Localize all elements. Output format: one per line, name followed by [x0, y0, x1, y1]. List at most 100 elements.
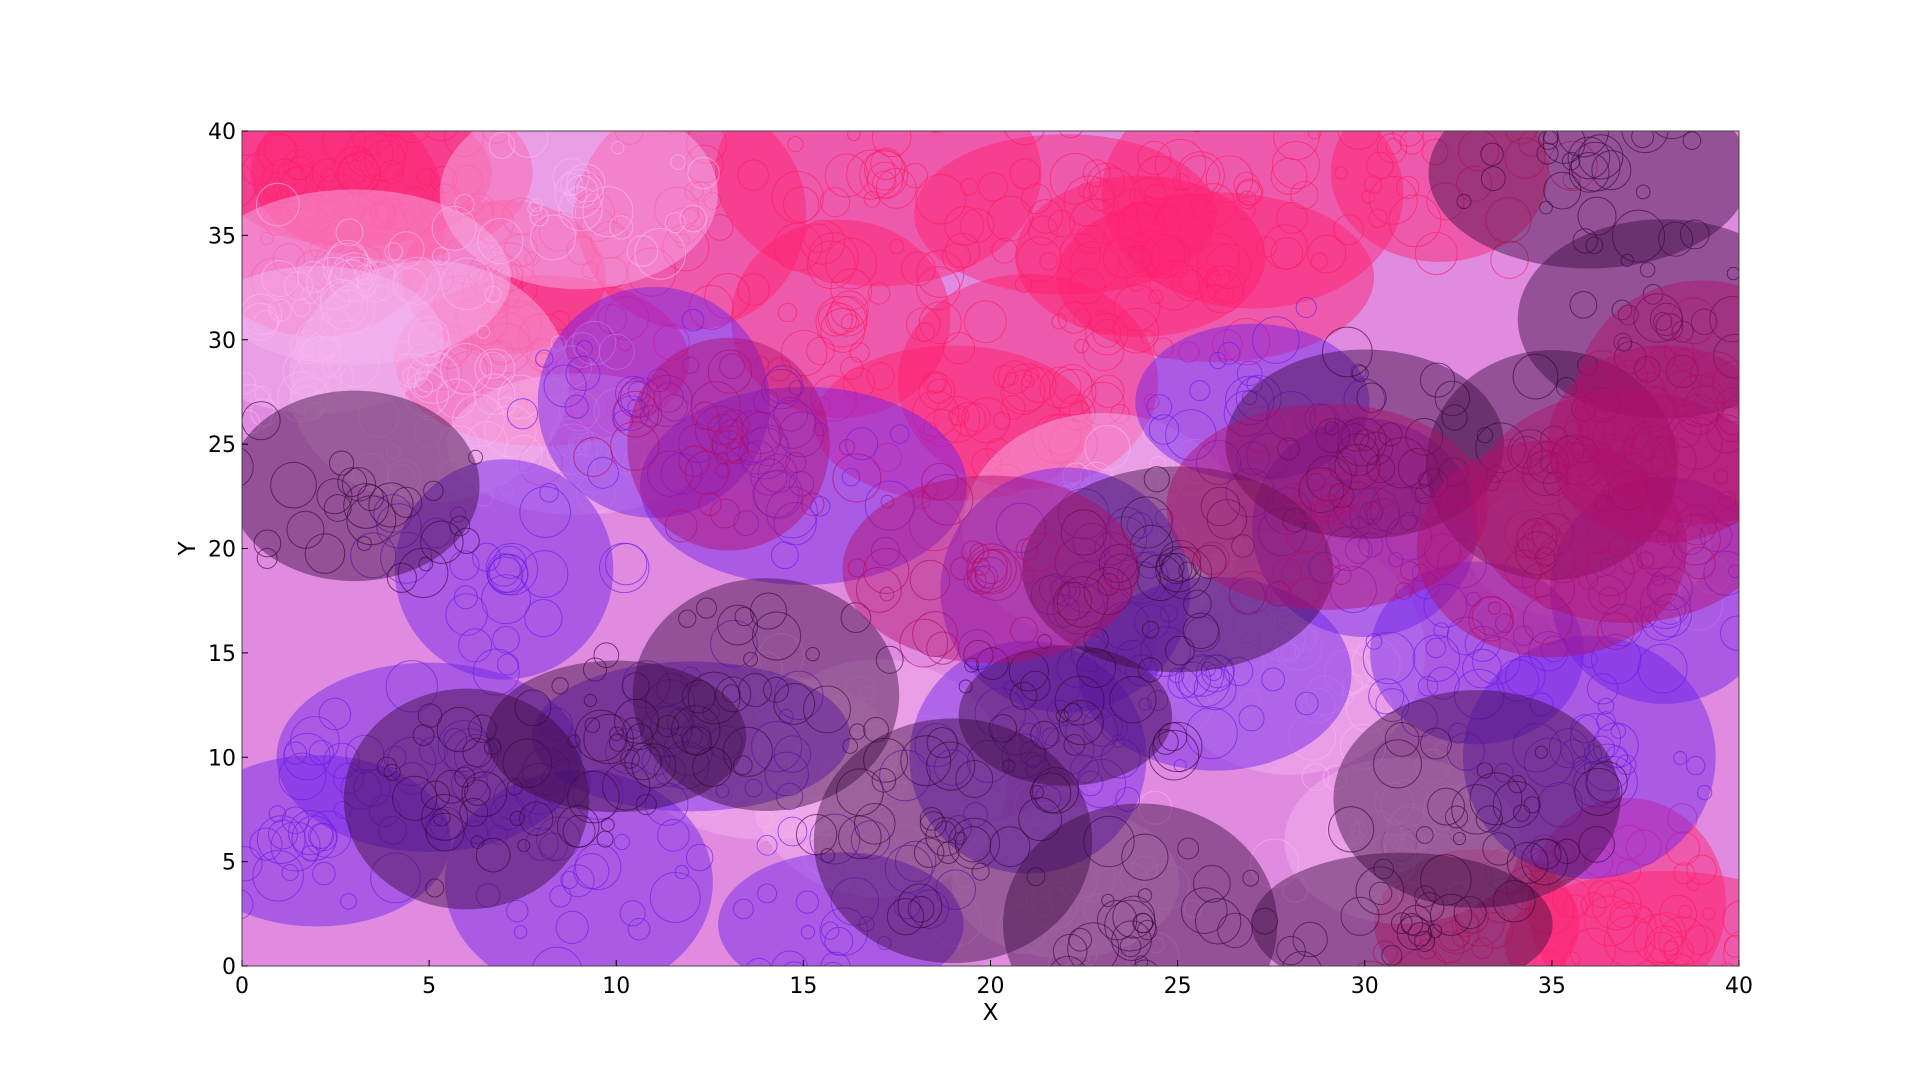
loop-pink_red-15-21: [283, 149, 314, 181]
loop-pink_red-2-25: [484, 254, 524, 295]
loop-pink_red-7-12: [1358, 80, 1405, 127]
loop-dark_purple-10-19: [1200, 486, 1241, 527]
loop-dark_purple-1-5: [425, 812, 465, 852]
loop-light_pink-2-16: [454, 194, 475, 215]
loop-dark_purple-2-9: [582, 657, 608, 682]
loop-light_pink-8-2: [500, 482, 514, 496]
loop-pink_red-0-22: [396, 131, 430, 144]
loop-dark_purple-13-2: [1384, 721, 1420, 757]
loop-blue_violet-7-9: [1591, 634, 1642, 685]
loop-magenta_dark-4-2: [847, 558, 867, 578]
loop-magenta_dark-4-17: [965, 543, 1017, 595]
loop-pink_red-5-7: [1028, 199, 1064, 234]
loop-pink_red-12-23: [1528, 850, 1559, 881]
loop-blue_violet-14-5: [1148, 414, 1180, 445]
loop-pink_red-3-3: [662, 224, 710, 272]
loop-light_pink-1-13: [333, 319, 363, 348]
loop-dark_purple-8-5: [1438, 457, 1469, 487]
loop-magenta_dark-4-16: [973, 549, 1009, 584]
loop-dark_purple-10-15: [1231, 534, 1255, 558]
loop-dark_purple-9-7: [1354, 429, 1377, 452]
loop-blue_violet-3-1: [644, 782, 689, 826]
loop-dark_purple-5-18: [1251, 907, 1279, 935]
loop-pink_red-1-23: [272, 243, 305, 276]
loop-light_pink-4-25: [803, 833, 845, 875]
loop-pink_red-17-22: [1179, 269, 1204, 294]
loop-dark_purple-4-16: [1121, 833, 1169, 881]
loop-blue_violet-10-0: [777, 816, 808, 847]
loop-blue_violet-10-10: [809, 813, 861, 865]
x-axis-label: X: [983, 1000, 999, 1026]
loop-pink_red-12-1: [1686, 854, 1717, 885]
loop-magenta_dark-3-19: [711, 430, 746, 465]
loop-pink_red-17-11: [1069, 240, 1120, 291]
loop-dark_purple-7-15: [1572, 228, 1598, 254]
loop-pink_red-9-0: [993, 364, 1017, 389]
loop-blue_violet-10-7: [820, 951, 851, 966]
loop-blue_violet-7-12: [1654, 593, 1687, 625]
loop-magenta_dark-2-11: [1670, 297, 1717, 345]
loop-light_pink-6-13: [1280, 643, 1300, 662]
loop-blue_violet-13-12: [458, 628, 493, 663]
loop-blue_violet-12-22: [564, 394, 589, 419]
loop-blue_violet-8-3: [1524, 737, 1574, 788]
loop-magenta_dark-5-7: [1521, 457, 1571, 506]
loop-magenta_dark-2-6: [1664, 336, 1695, 367]
loop-light_pink-6-7: [1293, 627, 1317, 652]
loop-blue_violet-15-16: [864, 480, 915, 531]
loop-dark_purple-13-4: [1512, 804, 1531, 822]
loop-blue_violet-13-6: [539, 483, 559, 503]
loop-pink_red-12-18: [1673, 862, 1696, 885]
loop-blue_violet-12-25: [639, 404, 663, 428]
loop-blue_violet-7-15: [1599, 558, 1617, 575]
loop-dark_purple-7-18: [1569, 290, 1598, 319]
loop-light_pink-1-21: [440, 257, 494, 311]
loop-pink_red-2-2: [491, 299, 542, 350]
loop-magenta_dark-5-23: [1443, 459, 1490, 506]
loop-dark_purple-11-14: [752, 611, 802, 661]
loop-pink_red-15-22: [275, 189, 290, 204]
loop-pink_red-11-11: [570, 388, 608, 427]
loop-magenta_dark-3-24: [694, 405, 744, 455]
loop-pink_red-7-9: [1391, 131, 1425, 147]
loop-pink_red-12-15: [1529, 834, 1561, 866]
loop-magenta_dark-2-1: [1612, 359, 1649, 396]
loop-blue_violet-10-2: [733, 898, 754, 920]
loop-blue_violet-11-8: [914, 723, 959, 768]
loop-light_pink-3-22: [414, 364, 443, 393]
loop-pink_red-1-11: [250, 257, 297, 304]
loop-light_pink-5-16: [1079, 461, 1114, 496]
loop-dark_purple-0-19: [397, 547, 449, 598]
point-blue_violet-8: [1462, 635, 1716, 879]
loop-light_pink-10-6: [1570, 528, 1612, 570]
series-magenta_dark: [573, 280, 1739, 668]
loop-pink_red-16-8: [908, 499, 961, 552]
loop-light_pink-2-1: [508, 131, 549, 158]
loop-dark_purple-6-14: [1631, 131, 1654, 149]
loop-dark_purple-10-6: [1120, 496, 1173, 549]
loop-blue_violet-13-20: [489, 553, 529, 593]
loop-pink_red-11-24: [430, 331, 469, 369]
point-blue_violet-11: [909, 640, 1147, 874]
point-pink_red-8: [731, 219, 951, 419]
loop-blue_violet-8-10: [1583, 743, 1632, 792]
loop-dark_purple-3-12: [989, 826, 1031, 868]
loop-dark_purple-0-12: [328, 450, 355, 476]
loop-pink_red-9-8: [1051, 363, 1093, 405]
loop-magenta_dark-6-5: [1296, 501, 1317, 522]
loop-magenta_dark-6-24: [1196, 541, 1230, 576]
loop-blue_violet-9-14: [1411, 563, 1430, 582]
loop-magenta_dark-4-18: [972, 557, 991, 576]
loop-dark_purple-2-6: [551, 677, 569, 695]
loop-pink_red-3-2: [688, 284, 734, 330]
loop-pink_red-10-14: [1199, 269, 1244, 314]
loop-magenta_dark-2-8: [1664, 370, 1701, 407]
loop-pink_red-17-4: [1088, 167, 1137, 215]
loop-light_pink-9-3: [1385, 806, 1434, 854]
loop-dark_purple-13-11: [1373, 739, 1423, 789]
point-blue_violet-10: [718, 852, 964, 966]
loop-pink_red-6-21: [1205, 155, 1254, 203]
loop-magenta_dark-4-19: [961, 540, 985, 564]
loop-blue_violet-15-14: [870, 536, 900, 566]
loop-dark_purple-8-25: [1542, 471, 1568, 497]
